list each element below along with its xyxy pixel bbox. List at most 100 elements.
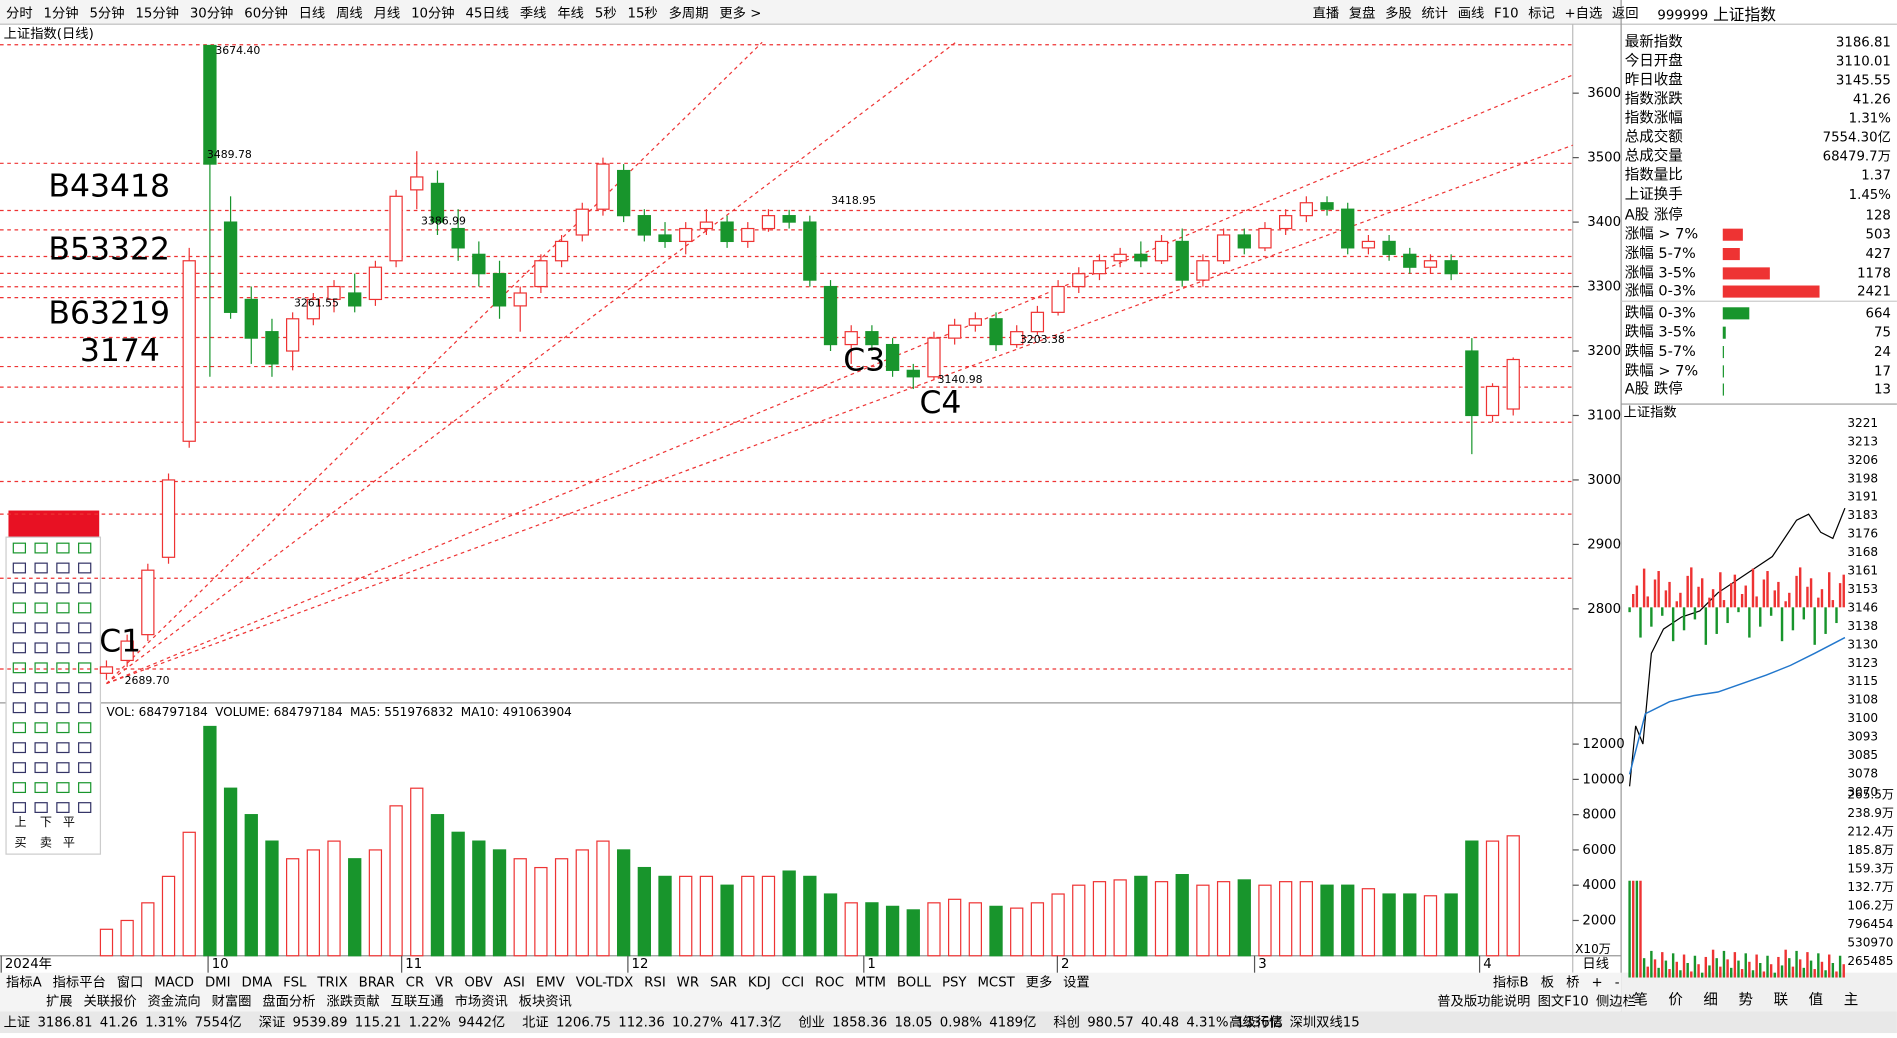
toolbox-icon[interactable] xyxy=(12,762,27,774)
toolbox-icon[interactable] xyxy=(12,722,27,734)
indicator-tab[interactable]: SAR xyxy=(710,975,737,990)
status-item[interactable]: 1206.75 xyxy=(556,1015,611,1030)
toolbox-label[interactable]: 平 xyxy=(63,815,75,829)
toolbox-icon[interactable] xyxy=(56,622,70,634)
toolbar-item[interactable]: 更多 > xyxy=(719,4,761,21)
toolbar-item[interactable]: 季线 xyxy=(520,5,547,21)
status-item[interactable]: 9442亿 xyxy=(458,1014,505,1030)
toolbar-item[interactable]: 年线 xyxy=(557,5,584,21)
toolbox-icon[interactable] xyxy=(12,682,27,694)
side-tab[interactable]: 笔 xyxy=(1633,992,1648,1009)
toolbox-label[interactable]: 下 xyxy=(40,815,52,829)
status-item[interactable]: 112.36 xyxy=(618,1015,665,1030)
toolbox-icon[interactable] xyxy=(56,802,70,813)
indicator-tab[interactable]: 板 xyxy=(1541,974,1554,990)
toolbox-icon[interactable] xyxy=(12,702,27,714)
toolbar-item[interactable]: 60分钟 xyxy=(244,4,288,21)
toolbox-icon[interactable] xyxy=(34,722,48,734)
toolbox-icon[interactable] xyxy=(12,562,27,574)
toolbox-icon[interactable] xyxy=(56,662,70,674)
toolbox-icon[interactable] xyxy=(34,622,48,634)
indicator-tab[interactable]: 设置 xyxy=(1063,974,1090,990)
status-item[interactable]: 深证 xyxy=(259,1014,286,1030)
info-tab[interactable]: 资金流向 xyxy=(148,994,201,1010)
indicator-tab[interactable]: EMV xyxy=(536,975,565,990)
info-tab[interactable]: 关联报价 xyxy=(83,994,136,1010)
status-item[interactable]: 4189亿 xyxy=(989,1014,1036,1030)
status-item[interactable]: 科创 xyxy=(1053,1014,1080,1030)
info-tab[interactable]: 互联互通 xyxy=(391,994,444,1010)
toolbar-item[interactable]: 统计 xyxy=(1421,5,1448,21)
toolbox-label[interactable]: 买 xyxy=(15,836,27,850)
indicator-tab[interactable]: 指标A xyxy=(6,974,42,990)
toolbox-icon[interactable] xyxy=(34,702,48,714)
indicator-tab[interactable]: BOLL xyxy=(897,975,932,990)
info-tab[interactable]: 盘面分析 xyxy=(262,993,315,1010)
toolbox-icon[interactable] xyxy=(78,542,92,554)
toolbox-label[interactable]: 上 xyxy=(15,815,27,829)
info-tab[interactable]: 财富圈 xyxy=(212,993,252,1010)
toolbox-icon[interactable] xyxy=(78,802,92,813)
toolbox-icon[interactable] xyxy=(34,682,48,694)
info-tab[interactable]: 侧边栏 xyxy=(1596,994,1636,1010)
toolbox-icon[interactable] xyxy=(78,662,92,674)
toolbar-item[interactable]: 30分钟 xyxy=(190,4,234,21)
status-item[interactable]: 980.57 xyxy=(1087,1015,1134,1030)
toolbox-icon[interactable] xyxy=(12,622,27,634)
toolbox-icon[interactable] xyxy=(56,722,70,734)
status-item[interactable]: 3186.81 xyxy=(37,1015,92,1030)
status-item[interactable]: 41.26 xyxy=(100,1015,138,1030)
status-item[interactable]: 115.21 xyxy=(355,1015,402,1030)
volume-legend[interactable]: VOL: 684797184 xyxy=(106,705,207,719)
indicator-tab[interactable]: - xyxy=(1615,975,1620,990)
indicator-tab[interactable]: 指标B xyxy=(1493,974,1529,990)
side-tab[interactable]: 主 xyxy=(1844,992,1859,1009)
info-tab[interactable]: 图文F10 xyxy=(1538,994,1589,1010)
status-item[interactable]: 1336亿 xyxy=(1236,1014,1283,1030)
indicator-tab[interactable]: CR xyxy=(406,975,425,990)
toolbox-icon[interactable] xyxy=(12,782,27,794)
toolbox-icon[interactable] xyxy=(12,642,27,654)
status-item[interactable]: 北证 xyxy=(522,1014,549,1030)
toolbox-icon[interactable] xyxy=(56,782,70,794)
toolbox-icon[interactable] xyxy=(78,722,92,734)
indicator-tab[interactable]: + xyxy=(1591,975,1602,990)
toolbar-item[interactable]: 10分钟 xyxy=(411,4,455,21)
toolbar-item[interactable]: 周线 xyxy=(336,5,363,21)
side-tab[interactable]: 联 xyxy=(1774,992,1789,1009)
toolbox-icon[interactable] xyxy=(12,802,27,813)
status-item[interactable]: 深圳双线15 xyxy=(1290,1014,1360,1030)
toolbox-icon[interactable] xyxy=(78,602,92,614)
toolbox-icon[interactable] xyxy=(56,742,70,754)
info-tab[interactable]: 板块资讯 xyxy=(519,994,572,1010)
toolbox-icon[interactable] xyxy=(56,702,70,714)
volume-legend[interactable]: MA5: 551976832 xyxy=(350,705,453,719)
toolbar-item[interactable]: 多周期 xyxy=(669,4,709,21)
toolbox-icon[interactable] xyxy=(34,742,48,754)
toolbar-item[interactable]: +自选 xyxy=(1565,5,1603,21)
toolbox-icon[interactable] xyxy=(34,762,48,774)
status-item[interactable]: 1.22% xyxy=(409,1015,451,1030)
toolbox-icon[interactable] xyxy=(78,762,92,774)
toolbar-item[interactable]: 5分钟 xyxy=(89,4,124,21)
indicator-tab[interactable]: 桥 xyxy=(1566,974,1579,990)
toolbar-item[interactable]: 15秒 xyxy=(628,5,658,21)
indicator-tab[interactable]: 指标平台 xyxy=(53,974,106,990)
toolbox-icon[interactable] xyxy=(12,662,27,674)
info-tab[interactable]: 市场资讯 xyxy=(455,993,508,1010)
volume-legend[interactable]: MA10: 491063904 xyxy=(461,705,572,719)
toolbar-item[interactable]: 直播 xyxy=(1313,5,1340,21)
toolbar-item[interactable]: 15分钟 xyxy=(135,4,179,21)
indicator-tab[interactable]: TRIX xyxy=(316,975,347,990)
indicator-tab[interactable]: MCST xyxy=(977,975,1015,990)
toolbox-icon[interactable] xyxy=(12,742,27,754)
toolbar-item[interactable]: 复盘 xyxy=(1349,4,1376,21)
status-item[interactable]: 0.98% xyxy=(940,1015,982,1030)
status-item[interactable]: 9539.89 xyxy=(293,1015,348,1030)
toolbox-icon[interactable] xyxy=(78,682,92,694)
indicator-tab[interactable]: BRAR xyxy=(359,975,395,990)
side-tab[interactable]: 细 xyxy=(1703,992,1718,1009)
toolbar-item[interactable]: 标记 xyxy=(1528,5,1555,21)
indicator-tab[interactable]: FSL xyxy=(283,975,307,990)
indicator-tab[interactable]: MTM xyxy=(855,975,886,990)
